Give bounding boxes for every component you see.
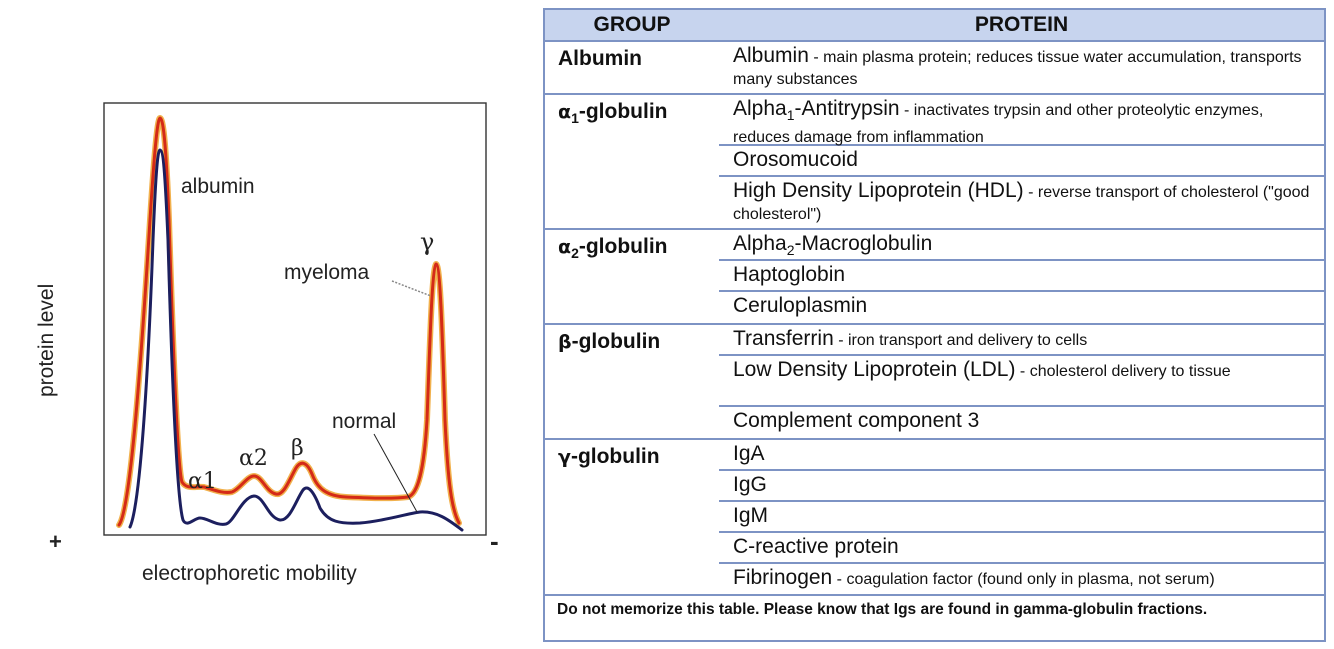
protein-name: Low Density Lipoprotein (LDL): [733, 358, 1016, 381]
protein-name: High Density Lipoprotein (HDL): [733, 179, 1024, 202]
protein-table: GROUP PROTEIN Albumin Albumin - main pla…: [543, 8, 1326, 642]
electrophoresis-figure: albumin α1 α2 β γ myeloma normal protein…: [0, 0, 540, 649]
protein-row-haptoglobin: Haptoglobin: [719, 261, 1324, 292]
protein-row-transferrin: Transferrin - iron transport and deliver…: [719, 325, 1324, 356]
protein-name-suffix: -Macroglobulin: [794, 232, 933, 255]
y-axis-label: protein level: [35, 284, 58, 397]
protein-row-igg: IgG: [719, 471, 1324, 502]
protein-description: - coagulation factor (found only in plas…: [832, 571, 1215, 588]
protein-row-c-reactive-protein: C-reactive protein: [719, 533, 1324, 564]
group-name-beta-globulin: β-globulin: [545, 325, 719, 438]
protein-name: C-reactive protein: [733, 535, 899, 558]
group-name-alpha2-globulin: α2-globulin: [545, 230, 719, 323]
protein-name: IgA: [733, 442, 765, 465]
anode-plus-sign: +: [49, 529, 62, 554]
myeloma-curve: [117, 116, 461, 527]
group-subscript: 1: [571, 110, 579, 127]
protein-row-ceruloplasmin: Ceruloplasmin: [719, 292, 1324, 323]
protein-name: Alpha: [733, 232, 787, 255]
protein-name-subscript: 2: [786, 242, 795, 259]
group-name-gamma-globulin: γ-globulin: [545, 440, 719, 594]
protein-name: Albumin: [733, 44, 809, 67]
beta-peak-label: β: [291, 436, 304, 461]
protein-name: IgG: [733, 473, 767, 496]
group-row-gamma-globulin: γ-globulin IgA IgG IgM C-reactive protei…: [545, 440, 1324, 596]
protein-name: Orosomucoid: [733, 148, 858, 171]
protein-row-fibrinogen: Fibrinogen - coagulation factor (found o…: [719, 564, 1324, 594]
normal-curve: [128, 148, 464, 532]
protein-name: Fibrinogen: [733, 566, 833, 589]
protein-description: - cholesterol delivery to tissue: [1015, 363, 1231, 380]
group-name-albumin: Albumin: [558, 47, 642, 70]
group-greek-letter: α: [558, 101, 572, 123]
group-greek-letter: β: [558, 331, 572, 353]
protein-description: - iron transport and delivery to cells: [833, 332, 1088, 349]
table-footnote: Do not memorize this table. Please know …: [557, 601, 1208, 618]
x-axis-label: electrophoretic mobility: [142, 562, 357, 585]
group-row-alpha1-globulin: α1-globulin Alpha1-Antitrypsin - inactiv…: [545, 95, 1324, 230]
protein-name: IgM: [733, 504, 769, 527]
protein-row-iga: IgA: [719, 440, 1324, 471]
gamma-peak-label: γ: [420, 228, 434, 256]
alpha1-peak-label: α1: [188, 469, 217, 494]
plot-frame: [103, 102, 487, 536]
protein-name: Alpha: [733, 97, 787, 120]
group-row-albumin: Albumin Albumin - main plasma protein; r…: [545, 42, 1324, 95]
protein-name: Transferrin: [733, 327, 834, 350]
group-name-alpha1-globulin: α1-globulin: [545, 95, 719, 228]
group-subscript: 2: [571, 245, 579, 262]
group-row-alpha2-globulin: α2-globulin Alpha2-Macroglobulin Haptogl…: [545, 230, 1324, 325]
table-header: GROUP PROTEIN: [545, 10, 1324, 42]
protein-name: Haptoglobin: [733, 263, 846, 286]
cathode-minus-sign: -: [490, 526, 499, 556]
protein-row-orosomucoid: Orosomucoid: [719, 146, 1324, 177]
protein-name-subscript: 1: [786, 107, 795, 124]
group-name-suffix: -globulin: [570, 445, 660, 468]
myeloma-curve-label: myeloma: [284, 261, 370, 284]
group-row-beta-globulin: β-globulin Transferrin - iron transport …: [545, 325, 1324, 440]
protein-description: - main plasma protein; reduces tissue wa…: [733, 49, 1302, 88]
alpha2-peak-label: α2: [239, 446, 268, 471]
protein-name-suffix: -Antitrypsin: [794, 97, 900, 120]
group-greek-letter: γ: [558, 446, 571, 468]
protein-description: - inactivates trypsin and other proteoly…: [733, 102, 1264, 147]
protein-row-albumin: Albumin - main plasma protein; reduces t…: [719, 42, 1324, 93]
protein-row-hdl: High Density Lipoprotein (HDL) - reverse…: [719, 177, 1324, 228]
group-name-suffix: -globulin: [578, 100, 668, 123]
protein-name: Complement component 3: [733, 409, 980, 432]
group-name-suffix: -globulin: [578, 235, 668, 258]
group-name-suffix: -globulin: [571, 330, 661, 353]
protein-column-header: PROTEIN: [974, 13, 1069, 36]
albumin-peak-label: albumin: [181, 175, 255, 198]
electrophoresis-svg: albumin α1 α2 β γ myeloma normal protein…: [35, 102, 499, 585]
group-column-header: GROUP: [593, 13, 671, 36]
protein-row-alpha1-antitrypsin: Alpha1-Antitrypsin - inactivates trypsin…: [719, 95, 1324, 146]
protein-row-igm: IgM: [719, 502, 1324, 533]
normal-pointer: [373, 433, 418, 513]
protein-name: Ceruloplasmin: [733, 294, 868, 317]
myeloma-pointer: [391, 280, 432, 297]
protein-description: - reverse transport of cholesterol ("goo…: [733, 184, 1310, 223]
protein-row-complement-c3: Complement component 3: [719, 407, 1324, 438]
normal-curve-label: normal: [332, 410, 396, 433]
protein-row-alpha2-macroglobulin: Alpha2-Macroglobulin: [719, 230, 1324, 261]
group-greek-letter: α: [558, 236, 572, 258]
protein-row-ldl: Low Density Lipoprotein (LDL) - choleste…: [719, 356, 1324, 407]
